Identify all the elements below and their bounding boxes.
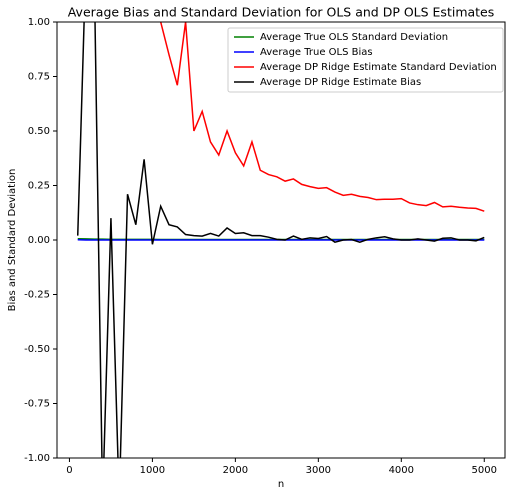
x-tick-label: 3000 [306, 465, 331, 476]
plot-frame [56, 21, 506, 459]
series-line [159, 22, 485, 212]
y-tick-label: -0.25 [24, 290, 50, 301]
y-tick-label: 0.25 [28, 181, 50, 192]
legend-label: Average DP Ridge Estimate Bias [260, 77, 421, 88]
legend-label: Average True OLS Bias [260, 47, 373, 58]
x-tick-label: 0 [66, 465, 72, 476]
chart-title: Average Bias and Standard Deviation for … [68, 5, 495, 20]
series-line [76, 22, 485, 458]
y-tick-label: -0.50 [24, 344, 50, 355]
y-tick-label: 0.00 [28, 235, 50, 246]
y-tick-label: -0.75 [24, 399, 50, 410]
x-axis-label: n [278, 479, 284, 490]
plot-area [76, 22, 485, 458]
legend-box [227, 27, 504, 93]
x-tick-label: 4000 [389, 465, 414, 476]
x-tick-label: 1000 [140, 465, 165, 476]
y-tick-label: -1.00 [24, 453, 50, 464]
x-tick-label: 5000 [472, 465, 497, 476]
x-tick-label: 2000 [223, 465, 248, 476]
y-axis-label: Bias and Standard Deviation [7, 169, 18, 312]
legend-label: Average DP Ridge Estimate Standard Devia… [260, 62, 497, 73]
y-tick-label: 1.00 [28, 17, 50, 28]
y-tick-label: 0.75 [28, 72, 50, 83]
y-tick-label: 0.50 [28, 126, 50, 137]
legend-label: Average True OLS Standard Deviation [260, 32, 448, 43]
